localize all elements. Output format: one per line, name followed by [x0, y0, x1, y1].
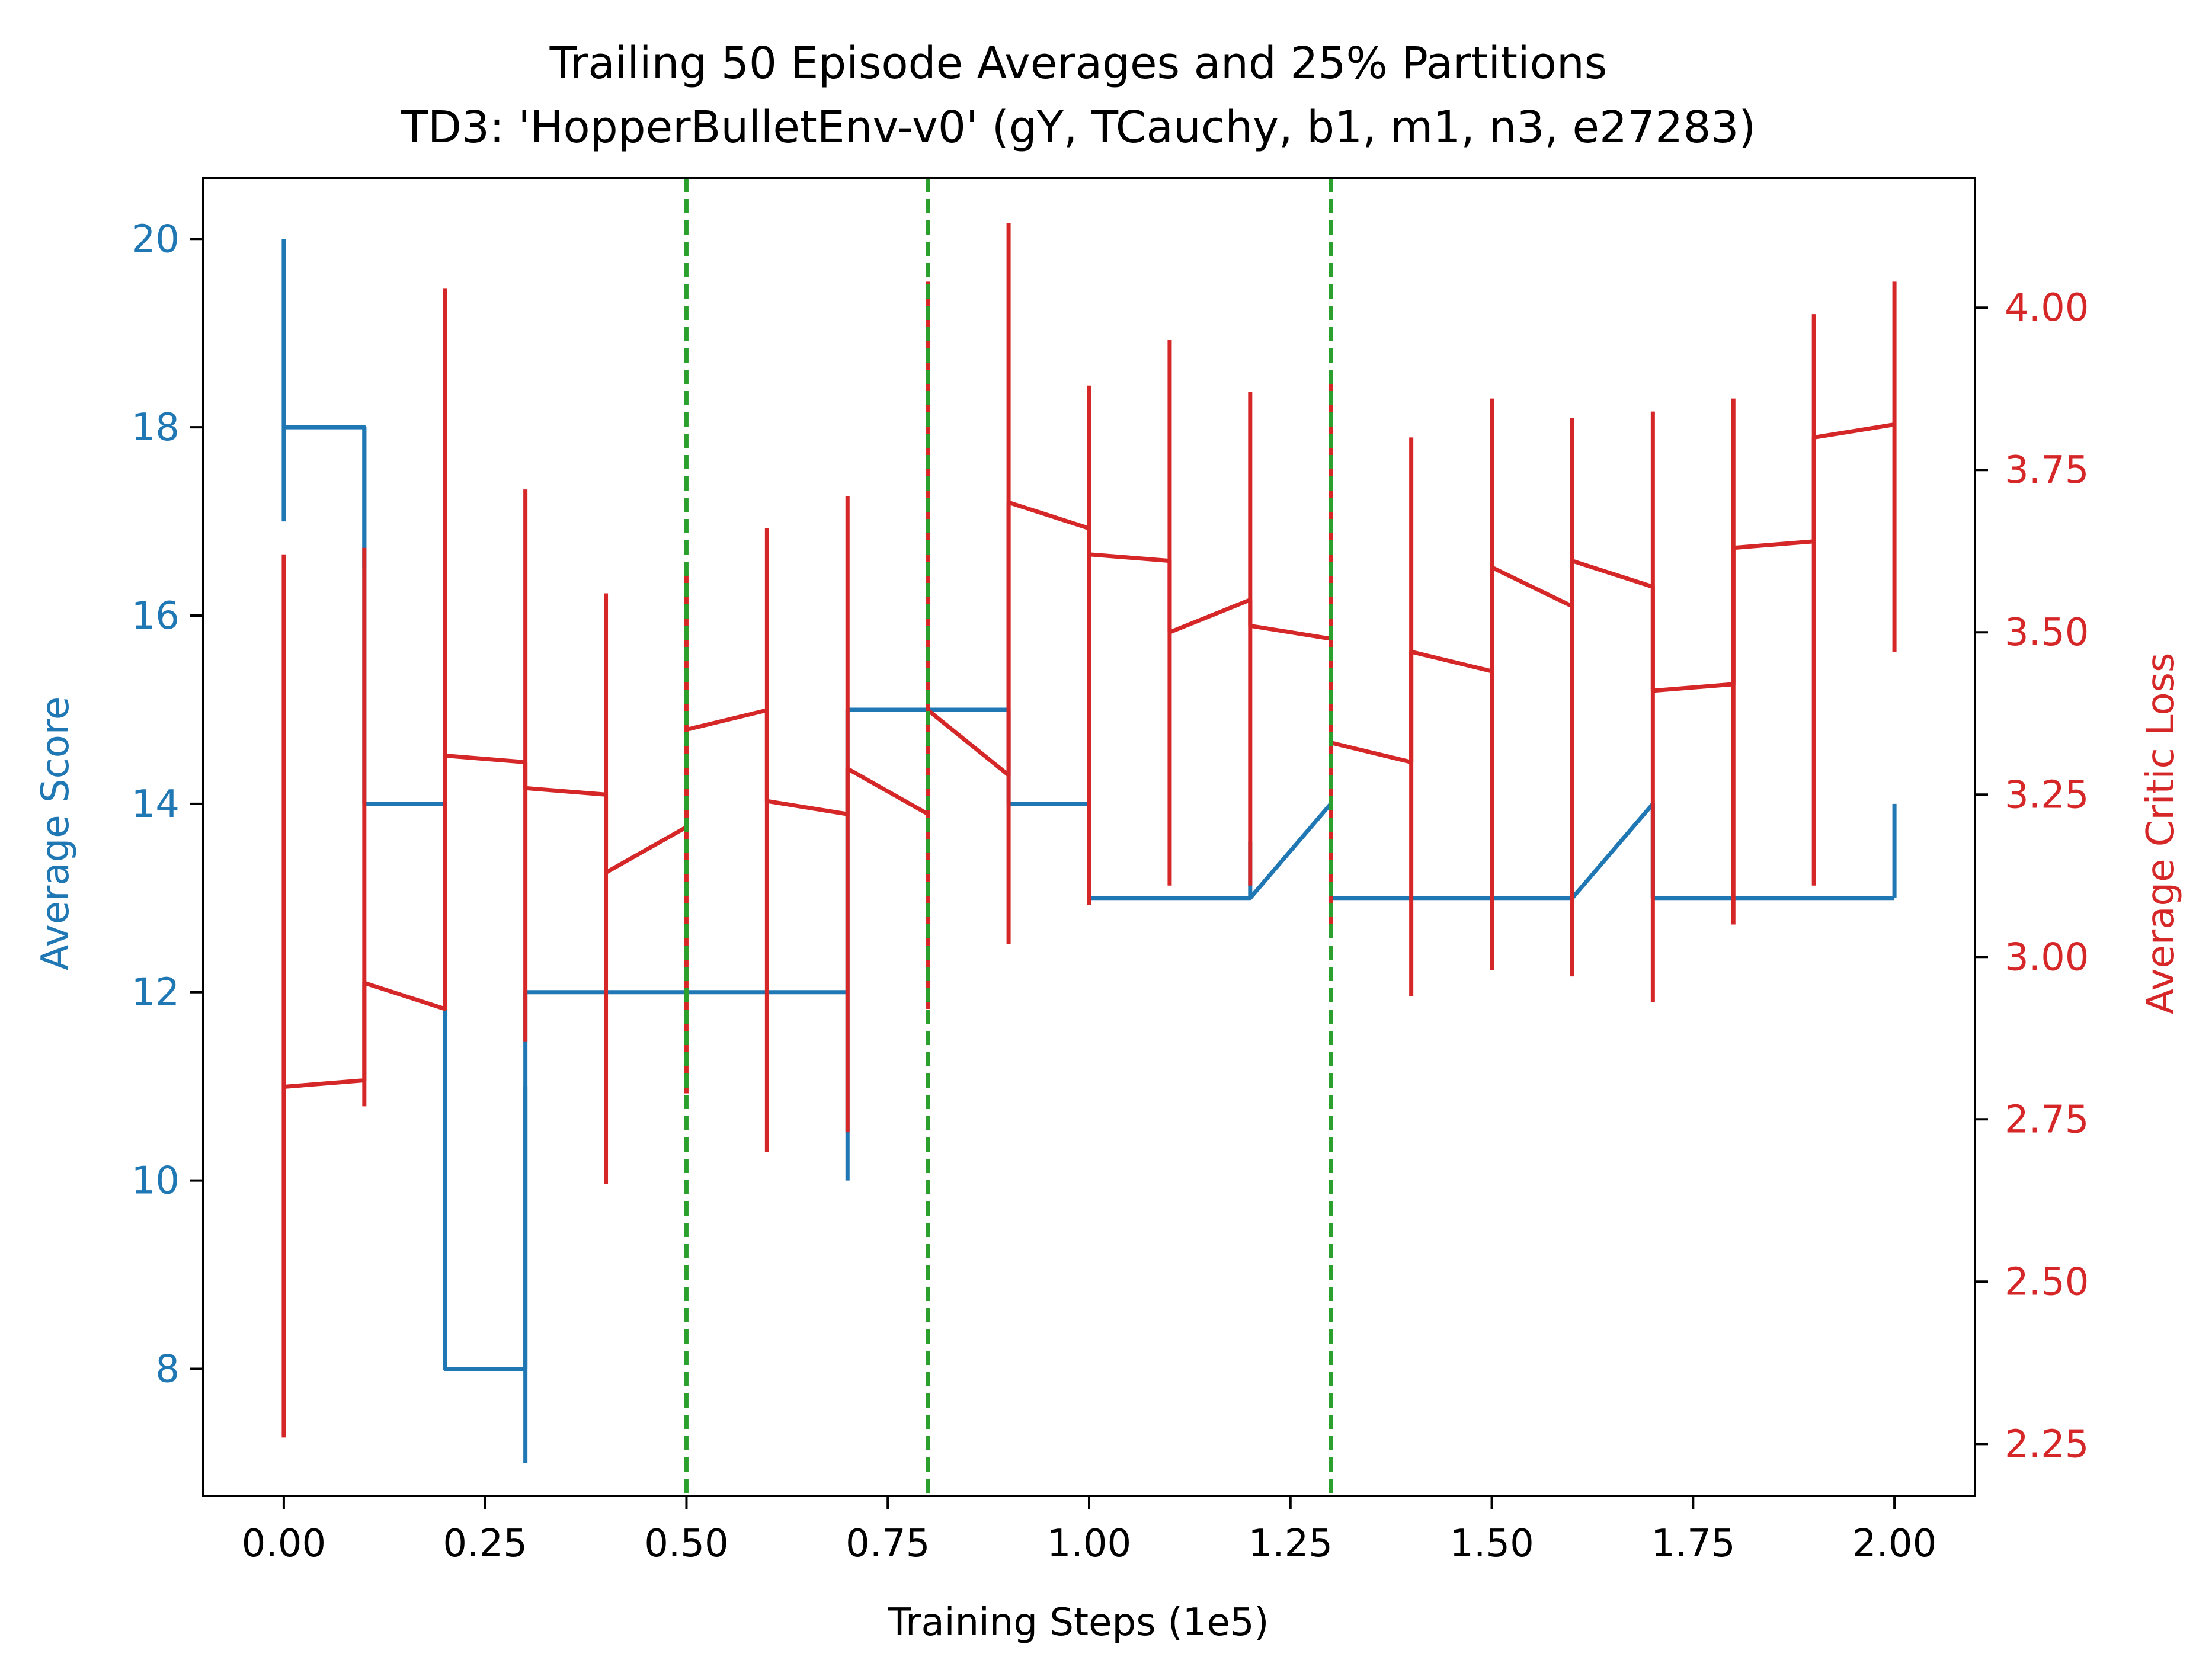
x-tick-label: 0.25	[443, 1522, 527, 1566]
series-right-axis	[281, 223, 1897, 1438]
right-y-tick-label: 3.00	[2005, 935, 2089, 979]
chart-subtitle: TD3: 'HopperBulletEnv-v0' (gY, TCauchy, …	[401, 102, 1756, 153]
x-tick-label: 0.50	[644, 1522, 729, 1566]
right-y-tick-label: 2.50	[2005, 1260, 2089, 1304]
right-y-axis-label: Average Critic Loss	[2139, 653, 2183, 1015]
x-tick-label: 0.00	[242, 1522, 326, 1566]
x-axis-label: Training Steps (1e5)	[887, 1601, 1269, 1645]
left-y-tick-label: 10	[132, 1159, 180, 1203]
left-y-tick-label: 8	[155, 1347, 180, 1391]
axes-frame	[202, 177, 1976, 1497]
left-y-axis-ticks: 8 10 12 14 16 18 20	[132, 217, 203, 1391]
right-y-tick-label: 3.50	[2005, 611, 2089, 655]
right-y-tick-label: 3.25	[2005, 773, 2089, 817]
right-y-tick-label: 3.75	[2005, 448, 2089, 492]
x-tick-label: 1.00	[1047, 1522, 1132, 1566]
right-y-tick-label: 2.75	[2005, 1098, 2089, 1142]
left-y-tick-label: 12	[132, 971, 180, 1015]
x-tick-label: 0.75	[846, 1522, 930, 1566]
right-y-tick-label: 4.00	[2005, 286, 2089, 330]
right-y-tick-label: 2.25	[2005, 1422, 2089, 1466]
chart-title: Trailing 50 Episode Averages and 25% Par…	[549, 38, 1608, 89]
right-y-axis-ticks: 2.25 2.50 2.75 3.00 3.25 3.50 3.75 4.00	[1975, 286, 2089, 1466]
x-axis-ticks: 0.00 0.25 0.50 0.75 1.00 1.25 1.50 1.75 2.00	[242, 1496, 1937, 1566]
left-y-tick-label: 16	[132, 594, 180, 638]
left-y-tick-label: 20	[132, 217, 180, 261]
left-y-axis-label: Average Score	[34, 697, 78, 970]
left-y-tick-label: 18	[132, 406, 180, 450]
x-tick-label: 1.25	[1249, 1522, 1333, 1566]
left-y-tick-label: 14	[132, 783, 180, 826]
plot-area	[281, 178, 1897, 1496]
x-tick-label: 1.50	[1449, 1522, 1534, 1566]
x-tick-label: 1.75	[1651, 1522, 1736, 1566]
series-line	[283, 422, 1895, 1089]
x-tick-label: 2.00	[1852, 1522, 1937, 1566]
